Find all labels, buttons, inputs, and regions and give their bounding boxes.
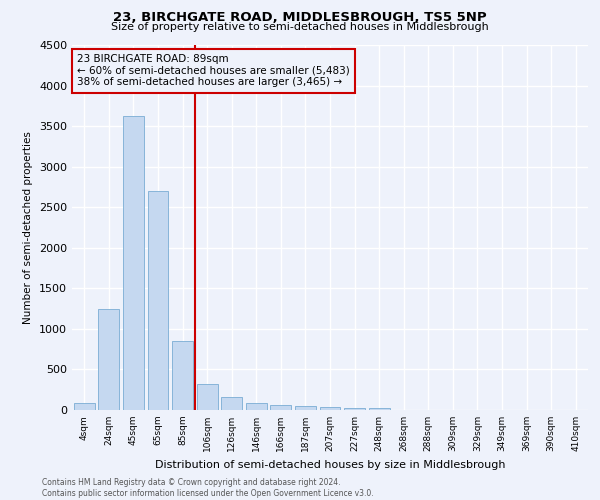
Bar bbox=[246, 402, 267, 410]
Bar bbox=[74, 402, 95, 410]
Bar bbox=[148, 191, 169, 410]
Bar bbox=[98, 308, 119, 410]
X-axis label: Distribution of semi-detached houses by size in Middlesbrough: Distribution of semi-detached houses by … bbox=[155, 460, 505, 469]
Text: Contains HM Land Registry data © Crown copyright and database right 2024.
Contai: Contains HM Land Registry data © Crown c… bbox=[42, 478, 374, 498]
Bar bbox=[368, 408, 389, 410]
Text: Size of property relative to semi-detached houses in Middlesbrough: Size of property relative to semi-detach… bbox=[111, 22, 489, 32]
Bar bbox=[123, 116, 144, 410]
Text: 23 BIRCHGATE ROAD: 89sqm
← 60% of semi-detached houses are smaller (5,483)
38% o: 23 BIRCHGATE ROAD: 89sqm ← 60% of semi-d… bbox=[77, 54, 350, 88]
Text: 23, BIRCHGATE ROAD, MIDDLESBROUGH, TS5 5NP: 23, BIRCHGATE ROAD, MIDDLESBROUGH, TS5 5… bbox=[113, 11, 487, 24]
Bar bbox=[197, 384, 218, 410]
Bar bbox=[320, 407, 340, 410]
Bar bbox=[295, 406, 316, 410]
Bar bbox=[221, 397, 242, 410]
Bar bbox=[172, 341, 193, 410]
Bar bbox=[271, 405, 292, 410]
Bar bbox=[344, 408, 365, 410]
Y-axis label: Number of semi-detached properties: Number of semi-detached properties bbox=[23, 131, 34, 324]
